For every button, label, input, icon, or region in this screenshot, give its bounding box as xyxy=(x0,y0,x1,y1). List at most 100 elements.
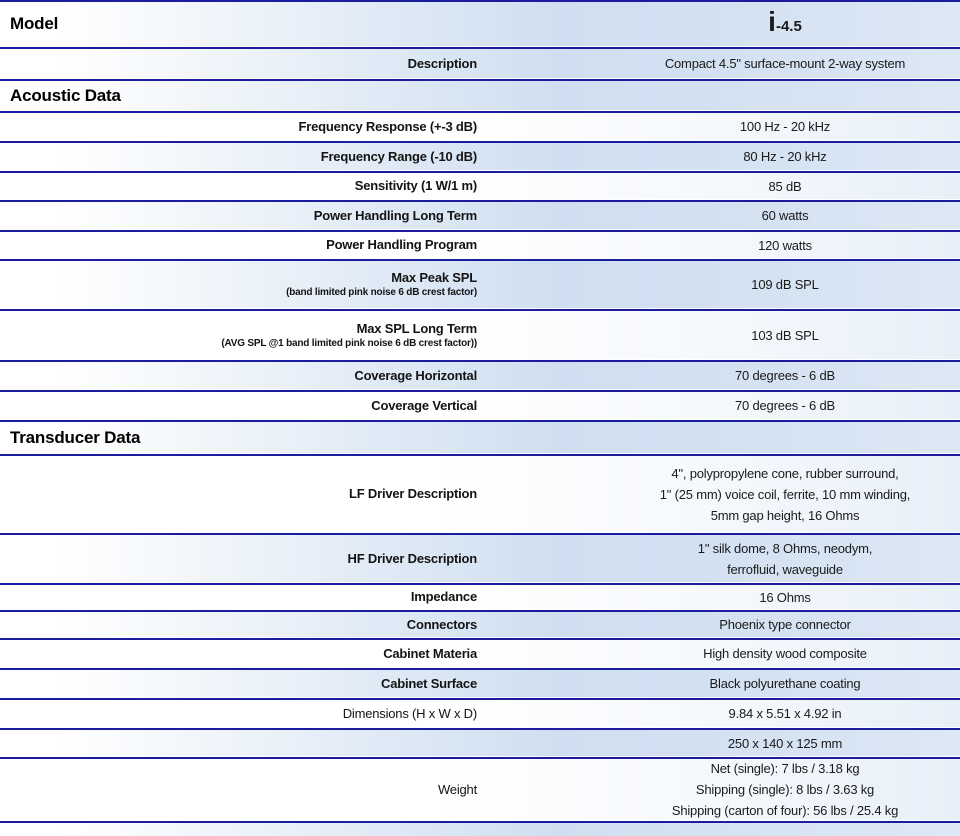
section-header-row: Model i-4.5 xyxy=(0,2,960,46)
spec-label-text: Impedance xyxy=(410,589,477,604)
spec-value-line: 70 degrees - 6 dB xyxy=(735,398,835,413)
spec-row: HF Driver Description 1" silk dome, 8 Ohm… xyxy=(0,535,960,582)
spec-label: HF Driver Description xyxy=(0,551,485,567)
spec-value: 1" silk dome, 8 Ohms, neodym, ferrofluid,… xyxy=(610,538,960,580)
row-divider xyxy=(0,170,960,173)
spec-label-text: Connectors xyxy=(406,616,477,632)
model-logo-prefix: i xyxy=(768,6,776,37)
spec-value: Net (single): 7 lbs / 3.18 kg Shipping (s… xyxy=(610,758,960,821)
spec-value-line: 60 watts xyxy=(761,208,809,223)
spec-label: Frequency Response (+-3 dB) xyxy=(0,119,485,135)
row-divider xyxy=(0,110,960,113)
row-divider xyxy=(0,697,960,700)
spec-label: Sensitivity (1 W/1 m) xyxy=(0,178,485,194)
spec-row: Max SPL Long Term (AVG SPL @1 band limite… xyxy=(0,311,960,359)
spec-label-text: Frequency Response (+-3 dB) xyxy=(298,118,478,134)
row-divider xyxy=(0,756,960,759)
spec-row: Dimensions (H x W x D) 9.84 x 5.51 x 4.92… xyxy=(0,700,960,727)
spec-label: Connectors xyxy=(0,617,485,633)
spec-value: 100 Hz - 20 kHz xyxy=(610,116,960,137)
row-divider xyxy=(0,609,960,612)
spec-row: Frequency Range (-10 dB) 80 Hz - 20 kHz xyxy=(0,143,960,170)
spec-label-note: (AVG SPL @1 band limited pink noise 6 dB… xyxy=(221,337,477,349)
spec-value-line: 1" (25 mm) voice coil, ferrite, 10 mm wi… xyxy=(659,486,911,502)
row-divider xyxy=(0,229,960,232)
spec-label-text: Coverage Vertical xyxy=(371,397,477,413)
row-divider xyxy=(0,359,960,362)
spec-row: Description Compact 4.5" surface-mount 2-… xyxy=(0,49,960,78)
spec-row: Coverage Vertical 70 degrees - 6 dB xyxy=(0,392,960,419)
row-divider xyxy=(0,667,960,670)
spec-label: Dimensions (H x W x D) xyxy=(0,706,485,722)
section-header-row: Transducer Data xyxy=(0,422,960,453)
spec-label-text: LF Driver Description xyxy=(349,486,477,501)
spec-value: 70 degrees - 6 dB xyxy=(610,395,960,416)
row-divider xyxy=(0,199,960,202)
spec-value: 60 watts xyxy=(610,205,960,226)
spec-value: 80 Hz - 20 kHz xyxy=(610,146,960,167)
spec-value-line: 16 Ohms xyxy=(759,589,811,605)
spec-label: Cabinet Materia xyxy=(0,646,485,662)
spec-value-line: High density wood composite xyxy=(703,646,867,661)
spec-label: Coverage Vertical xyxy=(0,398,485,414)
spec-row: Max Peak SPL (band limited pink noise 6 d… xyxy=(0,261,960,308)
spec-value-line: 85 dB xyxy=(768,178,802,194)
spec-value: 250 x 140 x 125 mm xyxy=(610,733,960,754)
spec-row: Impedance 16 Ohms xyxy=(0,585,960,609)
row-divider xyxy=(0,46,960,49)
spec-label: Description xyxy=(0,56,485,72)
top-border-line xyxy=(0,0,960,2)
section-title: Acoustic Data xyxy=(10,85,121,105)
spec-label: Max Peak SPL (band limited pink noise 6 d… xyxy=(0,270,485,299)
spec-value: 9.84 x 5.51 x 4.92 in xyxy=(610,703,960,724)
spec-value-line: 100 Hz - 20 kHz xyxy=(739,119,831,134)
spec-label: Cabinet Surface xyxy=(0,676,485,692)
section-title: Transducer Data xyxy=(10,427,141,447)
spec-value-line: Black polyurethane coating xyxy=(709,676,861,691)
spec-label: Power Handling Long Term xyxy=(0,208,485,224)
spec-label-text: Power Handling Program xyxy=(326,237,477,252)
spec-row: Power Handling Program 120 watts xyxy=(0,232,960,258)
spec-label-text: Power Handling Long Term xyxy=(313,207,477,223)
spec-label: Coverage Horizontal xyxy=(0,368,485,384)
spec-label-text: Sensitivity (1 W/1 m) xyxy=(354,178,477,193)
spec-value-line: 70 degrees - 6 dB xyxy=(735,368,835,383)
spec-value: 16 Ohms xyxy=(610,587,960,608)
spec-label-text: Frequency Range (-10 dB) xyxy=(320,148,477,164)
spec-value-line: 9.84 x 5.51 x 4.92 in xyxy=(728,706,842,721)
spec-label-text: Cabinet Surface xyxy=(381,675,477,691)
spec-value: High density wood composite xyxy=(610,643,960,664)
spec-row: Sensitivity (1 W/1 m) 85 dB xyxy=(0,173,960,199)
spec-value-line: 109 dB SPL xyxy=(751,277,819,292)
spec-value-line: ferrofluid, waveguide xyxy=(727,561,843,577)
spec-row: Coverage Horizontal 70 degrees - 6 dB xyxy=(0,362,960,389)
spec-value-line: Shipping (carton of four): 56 lbs / 25.4… xyxy=(671,803,899,818)
row-divider xyxy=(0,727,960,730)
row-divider xyxy=(0,820,960,823)
row-divider xyxy=(0,532,960,535)
row-divider xyxy=(0,637,960,640)
spec-value: Black polyurethane coating xyxy=(610,673,960,694)
spec-label-text: Coverage Horizontal xyxy=(354,367,477,383)
spec-label: Frequency Range (-10 dB) xyxy=(0,149,485,165)
spec-value-line: 80 Hz - 20 kHz xyxy=(743,149,827,164)
spec-value-line: Net (single): 7 lbs / 3.18 kg xyxy=(710,761,860,776)
spec-value-line: 120 watts xyxy=(758,237,812,253)
spec-label-text: Description xyxy=(407,55,478,71)
footer-strip xyxy=(0,823,960,836)
row-divider xyxy=(0,140,960,143)
spec-label-text: Cabinet Materia xyxy=(383,645,477,661)
spec-value-line: 250 x 140 x 125 mm xyxy=(727,735,843,751)
spec-value-line: 103 dB SPL xyxy=(751,327,819,343)
spec-label-text: HF Driver Description xyxy=(347,550,478,566)
spec-value: 120 watts xyxy=(610,235,960,256)
row-divider xyxy=(0,308,960,311)
spec-value: 85 dB xyxy=(610,176,960,197)
spec-row: 250 x 140 x 125 mm xyxy=(0,730,960,756)
row-divider xyxy=(0,389,960,392)
spec-label-note: (band limited pink noise 6 dB crest fact… xyxy=(286,287,477,298)
spec-row: Cabinet Materia High density wood composi… xyxy=(0,640,960,667)
section-title: Model xyxy=(10,14,59,33)
spec-label: Max SPL Long Term (AVG SPL @1 band limite… xyxy=(0,321,485,350)
